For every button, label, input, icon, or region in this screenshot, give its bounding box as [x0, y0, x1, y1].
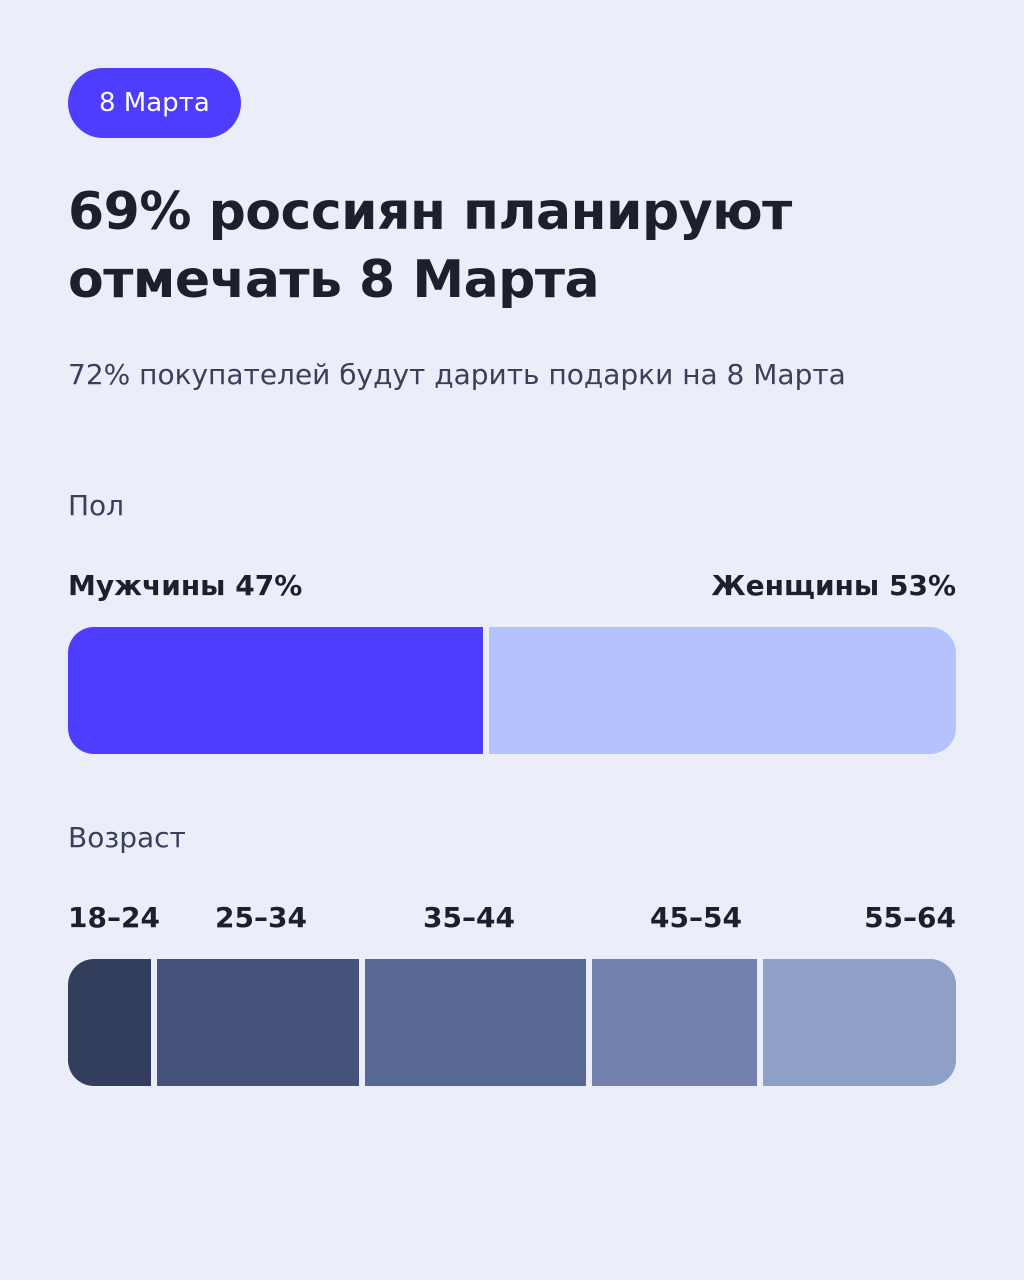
headline: 69% россиян планируют отмечать 8 Марта — [68, 182, 792, 310]
age-label-3: 35–44 — [423, 901, 515, 934]
age-label-2: 25–34 — [215, 901, 307, 934]
age-label-5: 55–64 — [864, 901, 956, 934]
age-segment-5 — [763, 959, 956, 1086]
gender-labels: Мужчины 47% Женщины 53% — [68, 566, 956, 606]
age-segment-4 — [592, 959, 757, 1086]
age-section-title: Возраст — [68, 821, 186, 854]
gender-segment-2 — [489, 627, 956, 754]
gender-segment-1 — [68, 627, 483, 754]
age-label-1: 18–24 — [68, 901, 160, 934]
age-label-4: 45–54 — [650, 901, 742, 934]
gender-section-title: Пол — [68, 489, 125, 522]
age-segment-1 — [68, 959, 151, 1086]
date-badge: 8 Марта — [68, 68, 241, 138]
age-labels: 18–24 25–34 35–44 45–54 55–64 — [68, 898, 956, 938]
age-segment-2 — [157, 959, 359, 1086]
gender-bar — [68, 627, 956, 754]
subtitle: 72% покупателей будут дарить подарки на … — [68, 358, 846, 391]
gender-label-1: Мужчины 47% — [68, 569, 303, 602]
gender-label-2: Женщины 53% — [711, 569, 956, 602]
age-bar — [68, 959, 956, 1086]
age-segment-3 — [365, 959, 586, 1086]
